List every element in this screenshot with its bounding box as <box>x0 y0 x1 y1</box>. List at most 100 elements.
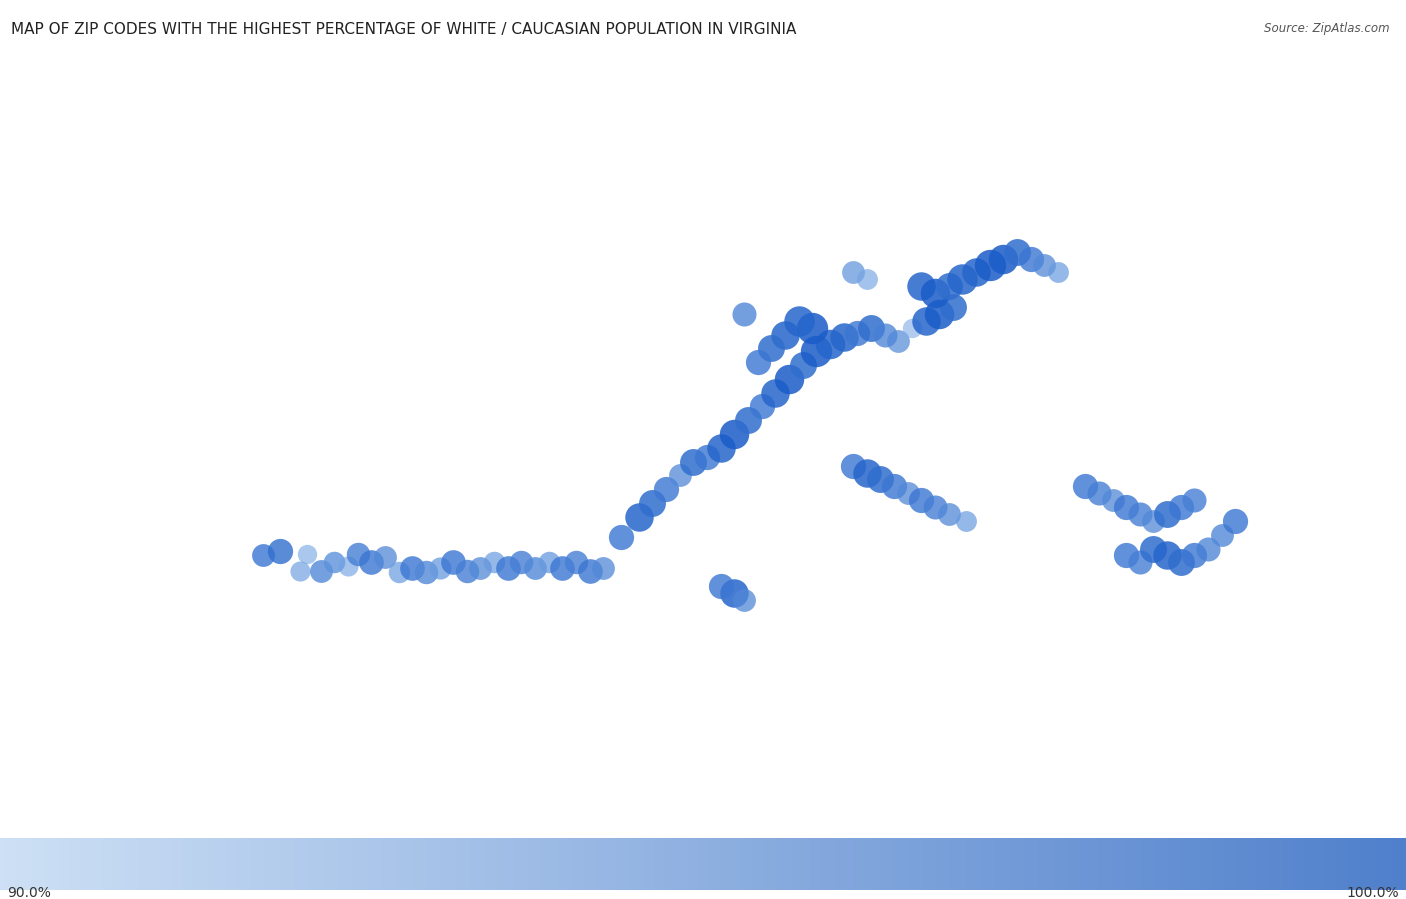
Point <box>751 399 773 414</box>
Point <box>346 547 368 561</box>
Point <box>856 466 879 480</box>
Point <box>747 355 769 369</box>
Point <box>1019 252 1042 266</box>
Point <box>914 314 936 328</box>
Point <box>842 458 865 473</box>
Text: 100.0%: 100.0% <box>1347 886 1399 899</box>
Point <box>887 334 910 349</box>
Point <box>950 272 973 287</box>
Point <box>924 500 946 514</box>
Point <box>252 548 274 563</box>
Point <box>401 561 423 575</box>
Point <box>938 279 960 293</box>
Point <box>883 479 905 494</box>
Point <box>1184 493 1206 507</box>
Point <box>415 565 437 579</box>
Point <box>470 561 492 575</box>
Point <box>818 337 841 352</box>
Point <box>295 547 318 561</box>
Point <box>787 314 810 328</box>
Point <box>1129 555 1152 569</box>
Point <box>723 585 745 600</box>
Point <box>792 358 814 372</box>
Point <box>269 544 291 558</box>
Point <box>832 330 855 344</box>
Point <box>1046 265 1069 280</box>
Point <box>942 299 965 314</box>
Point <box>682 454 704 468</box>
Point <box>1184 548 1206 563</box>
Point <box>1033 258 1056 272</box>
Point <box>1005 245 1028 259</box>
Point <box>323 555 346 569</box>
Point <box>806 344 828 359</box>
Point <box>1225 513 1247 528</box>
Point <box>374 549 396 564</box>
Point <box>901 320 924 334</box>
Point <box>1115 548 1137 563</box>
Point <box>873 327 896 342</box>
Point <box>910 493 932 507</box>
Point <box>928 307 950 321</box>
Point <box>737 413 759 427</box>
Point <box>965 265 987 280</box>
Point <box>842 265 865 280</box>
Point <box>655 482 678 496</box>
Point <box>524 561 547 575</box>
Point <box>924 286 946 300</box>
Point <box>897 486 920 501</box>
Point <box>290 564 312 578</box>
Point <box>456 564 478 578</box>
Point <box>496 561 519 575</box>
Point <box>537 555 560 569</box>
Point <box>801 320 824 334</box>
Point <box>1170 555 1192 569</box>
Point <box>1129 507 1152 521</box>
Point <box>1211 528 1233 542</box>
Text: Source: ZipAtlas.com: Source: ZipAtlas.com <box>1264 22 1389 35</box>
Point <box>627 510 650 524</box>
Point <box>993 252 1015 266</box>
Point <box>1101 493 1123 507</box>
Point <box>723 427 745 441</box>
Point <box>859 320 882 334</box>
Point <box>1156 507 1178 521</box>
Point <box>710 579 733 593</box>
Point <box>955 513 977 528</box>
Point <box>1115 500 1137 514</box>
Point <box>856 272 879 287</box>
Point <box>429 561 451 575</box>
Point <box>578 564 600 578</box>
Point <box>1088 486 1111 501</box>
Point <box>938 507 960 521</box>
Point <box>773 327 796 342</box>
Point <box>482 555 505 569</box>
Point <box>733 307 755 321</box>
Point <box>592 561 614 575</box>
Point <box>710 441 733 455</box>
Point <box>733 592 755 607</box>
Point <box>979 258 1001 272</box>
Point <box>910 279 932 293</box>
Point <box>387 565 409 579</box>
Point <box>510 555 533 569</box>
Point <box>778 371 800 386</box>
Point <box>668 468 690 483</box>
Point <box>337 559 360 574</box>
Point <box>1197 541 1219 556</box>
Point <box>869 472 891 486</box>
Point <box>551 561 574 575</box>
Point <box>696 450 718 465</box>
Point <box>1170 500 1192 514</box>
Point <box>1142 513 1164 528</box>
Point <box>360 555 382 569</box>
Text: MAP OF ZIP CODES WITH THE HIGHEST PERCENTAGE OF WHITE / CAUCASIAN POPULATION IN : MAP OF ZIP CODES WITH THE HIGHEST PERCEN… <box>11 22 797 38</box>
Point <box>565 555 588 569</box>
Point <box>1156 548 1178 563</box>
Point <box>641 495 664 510</box>
Point <box>1142 541 1164 556</box>
Point <box>441 555 464 569</box>
Point <box>610 530 633 545</box>
Point <box>309 564 332 578</box>
Text: 90.0%: 90.0% <box>7 886 51 899</box>
